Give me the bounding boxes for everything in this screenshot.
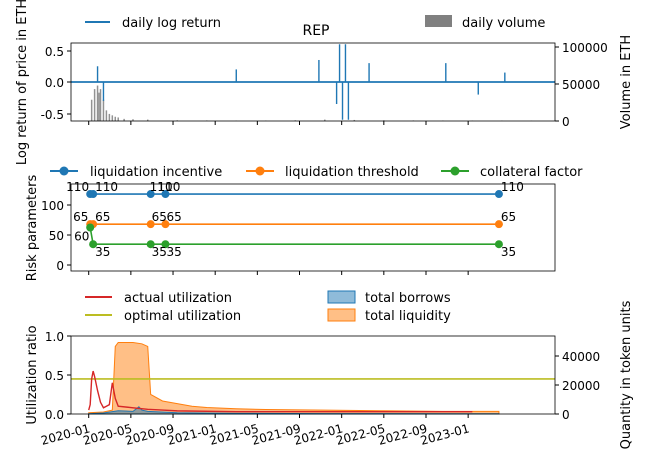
legend-collateral-factor: collateral factor: [441, 165, 583, 180]
point-collateral: [86, 223, 95, 232]
point-incentive: [146, 190, 155, 199]
point-collateral: [161, 240, 170, 249]
point-threshold: [494, 220, 503, 229]
y2-axis-title: Quantity in token units: [619, 300, 634, 449]
y-axis-title: Log return of price in ETH: [15, 0, 30, 165]
y-axis-right: 40000 20000 0: [555, 350, 600, 422]
point-label: 35: [501, 245, 516, 259]
legend-total-borrows: total borrows: [327, 290, 451, 306]
legend-label-actual: actual utilization: [124, 291, 232, 306]
point-collateral: [146, 240, 155, 249]
point-label: 60: [74, 230, 89, 244]
legend-label-collateral: collateral factor: [480, 165, 583, 180]
point-label: 65: [152, 210, 167, 224]
y-tick-label: -0.5: [41, 108, 64, 122]
point-collateral: [494, 240, 503, 249]
legend-daily-volume: daily volume: [425, 15, 545, 31]
legend-label-return: daily log return: [122, 16, 221, 31]
point-incentive: [89, 190, 98, 199]
point-label: 110: [95, 180, 118, 194]
point-incentive: [161, 190, 170, 199]
legend-label-incentive: liquidation incentive: [90, 165, 222, 180]
y-tick-label: 0.0: [45, 408, 64, 422]
point-label: 110: [66, 180, 89, 194]
y-tick-label: 0.0: [45, 76, 64, 90]
risk-series: [86, 190, 503, 249]
legend-liquidation-incentive: liquidation incentive: [50, 165, 222, 180]
y2-tick-label: 0: [562, 408, 570, 422]
y-axis-title: Risk parameters: [25, 175, 40, 282]
y2-tick-label: 100000: [562, 41, 608, 55]
utilization-lines: [71, 370, 555, 413]
point-label: 110: [157, 180, 180, 194]
point-label: 110: [150, 180, 173, 194]
legend-swatch-borrows: [327, 290, 356, 304]
y-tick-label: 1.0: [45, 330, 64, 344]
legend-marker-threshold: [255, 166, 265, 176]
point-label: 65: [73, 210, 88, 224]
legend-actual-utilization: actual utilization: [85, 291, 232, 306]
return-spikes: [96, 44, 506, 120]
y-axis-right: 100000 50000 0: [555, 41, 608, 129]
legend-label-volume: daily volume: [462, 16, 545, 31]
panel-2-frame: [70, 183, 556, 272]
legend-marker-collateral: [450, 166, 460, 176]
y-tick-label: 100: [41, 199, 64, 213]
point-label: 35: [152, 245, 167, 259]
legend-label-threshold: liquidation threshold: [285, 165, 419, 180]
y-axis-title: Utilization ratio: [25, 325, 40, 424]
actual-utilization-line: [88, 370, 473, 413]
legend-swatch-liquidity: [327, 308, 356, 322]
point-label: 110: [501, 180, 524, 194]
y2-tick-label: 40000: [562, 350, 600, 364]
legend-liquidation-threshold: liquidation threshold: [246, 165, 419, 180]
panel-risk-parameters: liquidation incentive liquidation thresh…: [25, 165, 583, 281]
legend-daily-log-return: daily log return: [85, 16, 221, 31]
legend-label-borrows: total borrows: [365, 291, 451, 306]
point-incentive: [494, 190, 503, 199]
y2-axis-title: Volume in ETH: [619, 35, 634, 129]
volume-bars: [90, 85, 533, 121]
point-collateral: [89, 240, 98, 249]
legend-marker-incentive: [59, 166, 69, 176]
y2-tick-label: 0: [562, 115, 570, 129]
point-threshold: [146, 220, 155, 229]
chart-title: REP: [302, 23, 329, 39]
point-label: 65: [166, 210, 181, 224]
y-axis-left: 1.0 0.5 0.0: [45, 330, 71, 422]
legend-optimal-utilization: optimal utilization: [85, 309, 241, 324]
panel-returns: daily log return daily volume REP 0.5 0.…: [15, 0, 634, 165]
y-tick-label: 0.5: [45, 45, 64, 59]
legend-label-optimal: optimal utilization: [124, 309, 241, 324]
y-tick-label: 50: [49, 229, 64, 243]
point-threshold: [161, 220, 170, 229]
y-tick-label: 0.5: [45, 369, 64, 383]
point-label: 65: [95, 210, 110, 224]
point-label: 35: [95, 245, 110, 259]
legend-swatch-volume: [425, 15, 452, 27]
legend-total-liquidity: total liquidity: [327, 308, 451, 324]
point-label: 35: [166, 245, 181, 259]
y2-tick-label: 50000: [562, 78, 600, 92]
y2-tick-label: 20000: [562, 379, 600, 393]
y-axis-left: 0.5 0.0 -0.5: [41, 45, 71, 122]
y-axis-left: 100 50 0: [41, 199, 71, 273]
y-tick-label: 0: [56, 259, 64, 273]
point-label: 65: [501, 210, 516, 224]
legend-label-liquidity: total liquidity: [365, 309, 451, 324]
x-tick-label: 2023-01: [419, 421, 471, 448]
